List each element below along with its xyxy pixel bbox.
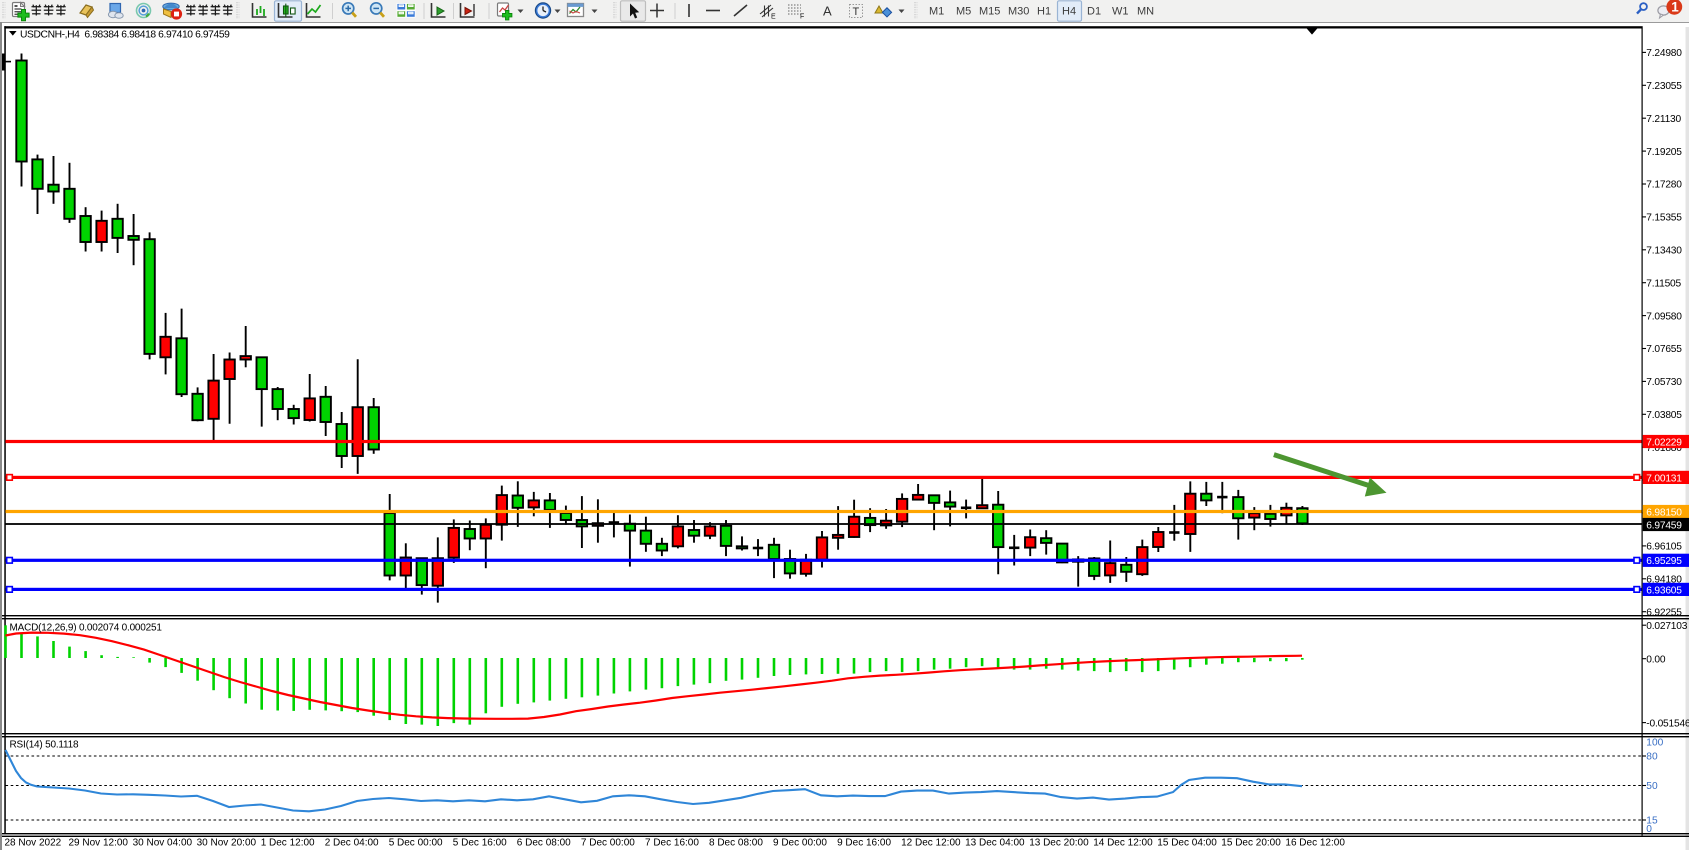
svg-text:15 Dec 20:00: 15 Dec 20:00 (1221, 838, 1281, 849)
svg-text:T: T (853, 6, 860, 18)
svg-text:100: 100 (1646, 738, 1663, 749)
svg-text:H1: H1 (1037, 6, 1051, 18)
svg-text:1 Dec 12:00: 1 Dec 12:00 (261, 838, 315, 849)
svg-text:D1: D1 (1087, 6, 1101, 18)
svg-text:7 Dec 00:00: 7 Dec 00:00 (581, 838, 635, 849)
svg-text:F: F (800, 14, 804, 21)
svg-text:2 Dec 04:00: 2 Dec 04:00 (325, 838, 379, 849)
svg-text:30 Nov 20:00: 30 Nov 20:00 (197, 838, 257, 849)
svg-text:7.01880: 7.01880 (1646, 443, 1682, 454)
svg-text:6.94180: 6.94180 (1646, 575, 1682, 586)
svg-text:7.02229: 7.02229 (1646, 437, 1682, 448)
svg-text:7.03805: 7.03805 (1646, 410, 1682, 421)
svg-text:30 Nov 04:00: 30 Nov 04:00 (133, 838, 193, 849)
svg-text:MN: MN (1137, 6, 1154, 18)
svg-text:14 Dec 12:00: 14 Dec 12:00 (1093, 838, 1153, 849)
svg-text:7.05730: 7.05730 (1646, 377, 1682, 388)
svg-text:5 Dec 00:00: 5 Dec 00:00 (389, 838, 443, 849)
svg-text:7.07655: 7.07655 (1646, 344, 1682, 355)
svg-text:7.09580: 7.09580 (1646, 311, 1682, 322)
svg-text:M30: M30 (1008, 6, 1029, 18)
svg-text:0.00: 0.00 (1646, 654, 1666, 665)
svg-text:7 Dec 16:00: 7 Dec 16:00 (645, 838, 699, 849)
svg-text:7.19205: 7.19205 (1646, 147, 1682, 158)
svg-text:13 Dec 20:00: 13 Dec 20:00 (1029, 838, 1089, 849)
svg-text:W1: W1 (1112, 6, 1129, 18)
svg-text:0: 0 (1646, 824, 1652, 835)
svg-text:9 Dec 00:00: 9 Dec 00:00 (773, 838, 827, 849)
svg-text:H4: H4 (1062, 6, 1076, 18)
svg-text:6.96105: 6.96105 (1646, 542, 1682, 553)
svg-text:12 Dec 12:00: 12 Dec 12:00 (901, 838, 961, 849)
svg-text:RSI(14) 50.1118: RSI(14) 50.1118 (10, 740, 80, 751)
svg-text:7.13430: 7.13430 (1646, 246, 1682, 257)
svg-text:16 Dec 12:00: 16 Dec 12:00 (1285, 838, 1345, 849)
svg-text:M1: M1 (929, 6, 944, 18)
svg-text:0.027103: 0.027103 (1646, 621, 1687, 632)
svg-text:-0.051546: -0.051546 (1646, 718, 1689, 729)
svg-text:6.98150: 6.98150 (1646, 507, 1682, 518)
svg-text:5 Dec 16:00: 5 Dec 16:00 (453, 838, 507, 849)
svg-text:7.21130: 7.21130 (1646, 114, 1681, 125)
svg-text:6.97459: 6.97459 (1646, 520, 1682, 531)
svg-text:15 Dec 04:00: 15 Dec 04:00 (1157, 838, 1217, 849)
svg-text:7.24980: 7.24980 (1646, 48, 1682, 59)
svg-text:6.92255: 6.92255 (1646, 607, 1682, 618)
svg-text:M5: M5 (956, 6, 971, 18)
svg-text:7.00131: 7.00131 (1646, 473, 1682, 484)
svg-text:29 Nov 12:00: 29 Nov 12:00 (69, 838, 129, 849)
svg-text:80: 80 (1646, 752, 1658, 763)
svg-text:6.93605: 6.93605 (1646, 585, 1682, 596)
svg-text:7.15355: 7.15355 (1646, 213, 1682, 224)
svg-text:USDCNH-,H4 6.98384 6.98418 6.: USDCNH-,H4 6.98384 6.98418 6.97410 6.974… (20, 30, 230, 41)
svg-text:8 Dec 08:00: 8 Dec 08:00 (709, 838, 763, 849)
svg-text:6 Dec 08:00: 6 Dec 08:00 (517, 838, 571, 849)
svg-text:1: 1 (1671, 0, 1679, 15)
svg-text:6.95295: 6.95295 (1646, 556, 1682, 567)
svg-text:15: 15 (1646, 816, 1658, 827)
svg-text:A: A (823, 4, 832, 19)
svg-text:E: E (771, 14, 776, 21)
svg-text:M15: M15 (979, 6, 1000, 18)
svg-text:7.23055: 7.23055 (1646, 81, 1682, 92)
svg-text:9 Dec 16:00: 9 Dec 16:00 (837, 838, 891, 849)
svg-text:7.11505: 7.11505 (1646, 278, 1681, 289)
svg-text:28 Nov 2022: 28 Nov 2022 (5, 838, 62, 849)
svg-text:7.17280: 7.17280 (1646, 180, 1682, 191)
svg-text:13 Dec 04:00: 13 Dec 04:00 (965, 838, 1025, 849)
svg-text:MACD(12,26,9) 0.002074 0.00025: MACD(12,26,9) 0.002074 0.000251 (10, 623, 163, 634)
svg-text:50: 50 (1646, 781, 1658, 792)
